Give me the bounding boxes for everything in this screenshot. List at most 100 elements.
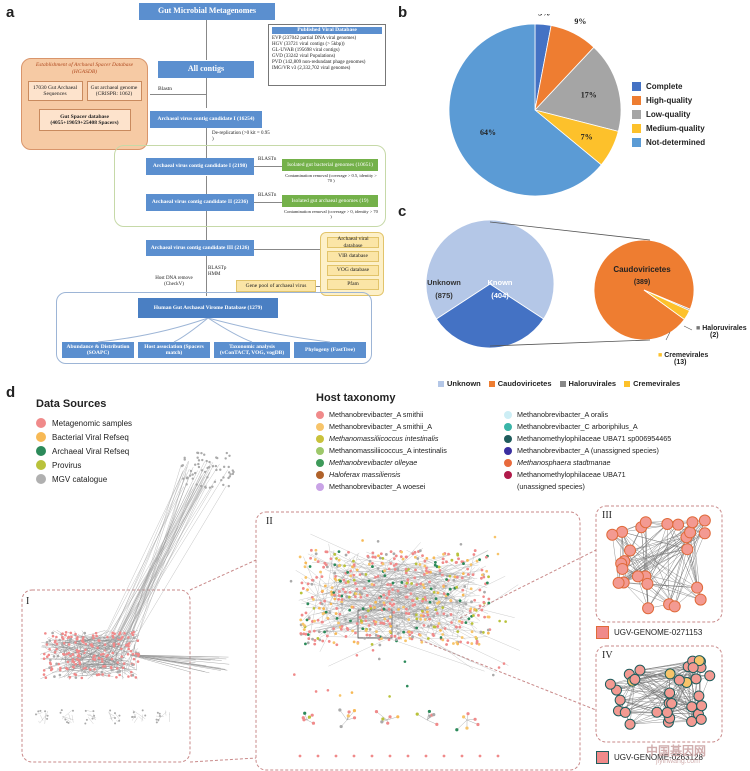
- network-node: [155, 721, 158, 724]
- network-node: [208, 460, 211, 464]
- network-node: [418, 549, 422, 553]
- hgavd-branches: [97, 318, 331, 343]
- network-node: [61, 636, 64, 639]
- network-node: [306, 633, 310, 637]
- network-node: [684, 526, 697, 539]
- network-node: [422, 614, 426, 618]
- legend-label: High-quality: [646, 96, 693, 105]
- network-node: [693, 655, 705, 667]
- network-node: [694, 593, 707, 606]
- network-node: [99, 653, 103, 656]
- data-source-dot: [36, 474, 46, 484]
- network-node: [97, 656, 101, 660]
- network-node: [189, 469, 193, 473]
- network-node: [101, 652, 105, 656]
- network-node: [432, 601, 436, 605]
- caudo-count: (389): [633, 279, 651, 286]
- network-node: [155, 718, 158, 721]
- network-node: [352, 578, 356, 582]
- legend-label: Caudoviricetes: [497, 379, 552, 388]
- legend-label: Complete: [646, 82, 683, 91]
- network-node: [418, 633, 422, 637]
- network-node: [445, 574, 449, 578]
- network-node: [437, 622, 441, 625]
- network-node: [387, 567, 391, 571]
- network-node: [411, 552, 415, 556]
- network-node: [365, 633, 369, 637]
- network-node: [681, 543, 694, 556]
- network-node: [313, 642, 317, 646]
- network-node: [691, 581, 704, 594]
- network-node: [477, 642, 481, 646]
- network-node: [358, 616, 362, 619]
- network-node: [408, 633, 412, 637]
- network-node: [75, 638, 79, 641]
- network-node: [433, 561, 437, 564]
- network-node: [105, 654, 108, 658]
- network-node: [480, 573, 484, 577]
- network-node: [388, 622, 392, 626]
- host-taxon-item: Methanobrevibacter_A smithii: [316, 410, 423, 419]
- network-node: [337, 558, 341, 562]
- network-node: [432, 614, 436, 618]
- network-node: [404, 639, 407, 643]
- host-taxon-label: Methanobrevibacter_C arboriphilus_A: [517, 422, 638, 431]
- network-node: [387, 590, 391, 593]
- network-node: [69, 654, 72, 658]
- network-node: [482, 595, 485, 598]
- blastn-label-a: BLASTn: [258, 157, 277, 162]
- network-node: [62, 642, 66, 645]
- network-node: [415, 712, 419, 716]
- network-node: [64, 633, 67, 637]
- network-node: [337, 594, 341, 598]
- network-node: [374, 633, 378, 637]
- network-node: [306, 588, 309, 592]
- network-node: [313, 619, 316, 623]
- network-node: [316, 560, 320, 563]
- network-node: [465, 726, 469, 730]
- host-taxon-item: Methanomassiliicoccus_A intestinalis: [316, 446, 447, 455]
- network-node: [216, 456, 219, 460]
- network-node: [387, 607, 391, 611]
- network-node: [413, 603, 417, 607]
- network-node: [205, 459, 208, 463]
- network-node: [299, 618, 303, 622]
- network-node: [462, 562, 465, 565]
- network-node: [642, 602, 655, 615]
- network-node: [338, 708, 342, 712]
- isolated-bacterial-note: Contamination removal (coverage > 0.5, i…: [285, 173, 377, 183]
- network-node: [64, 631, 68, 634]
- network-node: [371, 551, 375, 555]
- spacer-left-box: 17030 Gut Archaeal Sequences: [27, 81, 83, 101]
- network-node: [478, 754, 482, 758]
- network-node: [447, 552, 450, 556]
- network-node: [74, 632, 77, 636]
- network-node: [377, 554, 380, 558]
- network-node: [479, 630, 483, 634]
- network-node: [400, 550, 404, 554]
- network-node: [352, 640, 356, 644]
- network-node: [421, 554, 424, 558]
- pie-slice-low-quality: [534, 46, 622, 132]
- network-node: [404, 595, 408, 599]
- network-node: [305, 618, 309, 622]
- network-node: [441, 633, 445, 636]
- network-node: [45, 640, 49, 644]
- network-node: [325, 634, 329, 638]
- network-node: [411, 635, 414, 639]
- network-node: [397, 608, 400, 611]
- network-node: [116, 667, 119, 670]
- network-node: [196, 456, 199, 459]
- network-node: [91, 717, 94, 720]
- network-node: [370, 754, 374, 758]
- network-node: [158, 714, 161, 717]
- network-node: [144, 714, 147, 717]
- network-node: [131, 663, 134, 666]
- network-node: [324, 550, 328, 554]
- network-node: [376, 575, 380, 578]
- network-node: [45, 643, 49, 646]
- network-node: [651, 706, 663, 718]
- network-node: [322, 607, 326, 610]
- network-node: [87, 666, 91, 669]
- network-node: [299, 632, 303, 635]
